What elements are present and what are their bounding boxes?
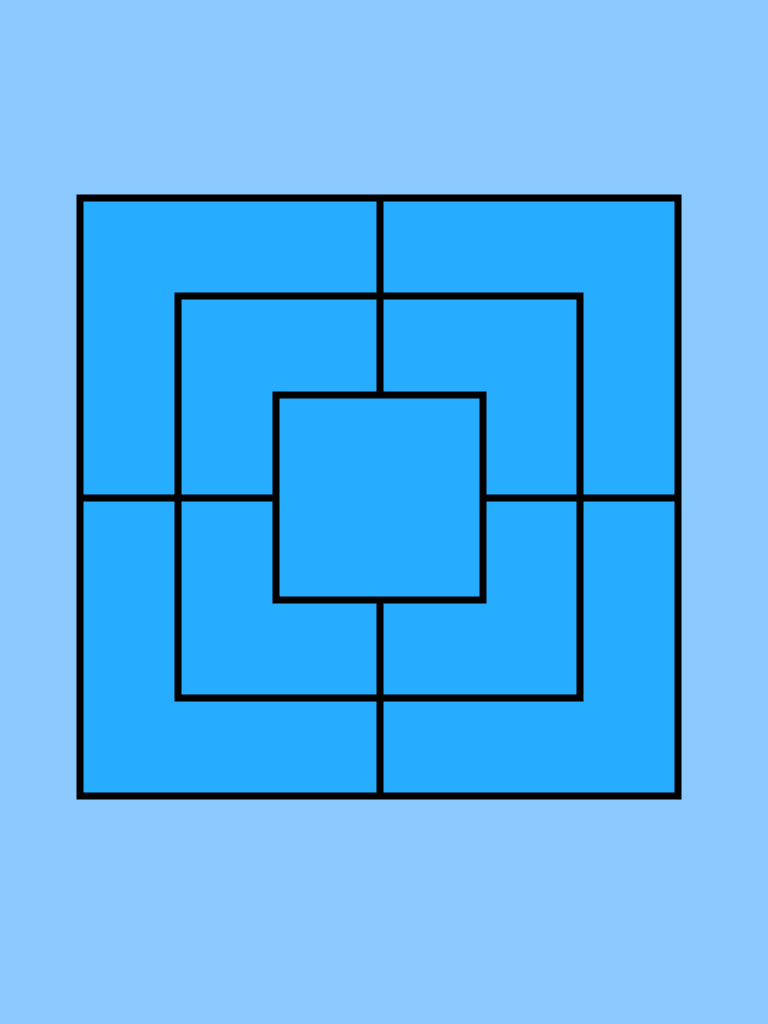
game-board <box>0 0 768 1024</box>
game-screen <box>0 0 768 1024</box>
